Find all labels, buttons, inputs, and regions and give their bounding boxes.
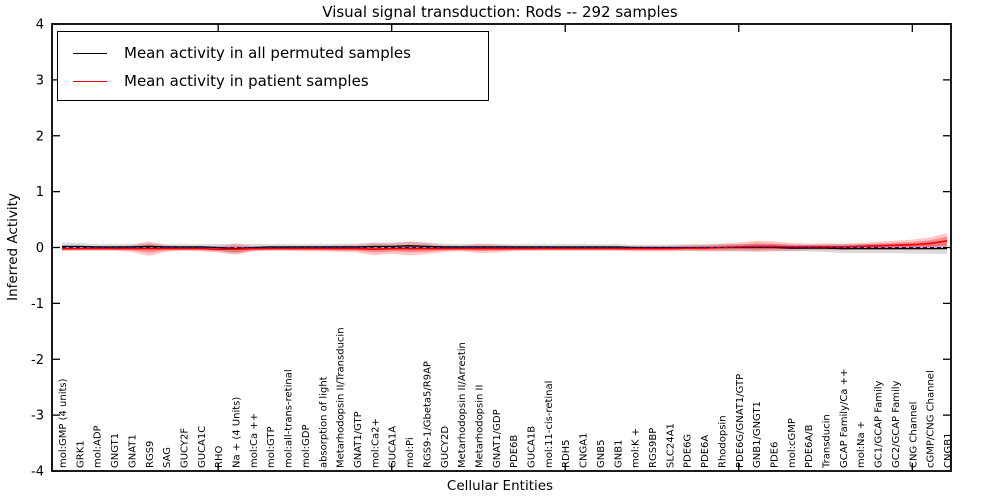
- x-category-label: SLC24A1: [665, 423, 676, 468]
- y-axis-label: Inferred Activity: [5, 193, 21, 301]
- x-category-label: mol:cGMP: [787, 418, 798, 468]
- x-category-label: mol:Ca2+: [370, 418, 381, 468]
- legend-label-patient: Mean activity in patient samples: [124, 72, 369, 90]
- x-category-label: GNAT1/GDP: [492, 409, 503, 468]
- x-category-label: PDE6G/GNAT1/GTP: [735, 374, 746, 468]
- y-tick-label: -1: [31, 297, 44, 312]
- x-category-label: GNB1: [613, 440, 624, 468]
- x-category-label: GNGT1: [110, 433, 121, 468]
- y-tick-label: 3: [36, 73, 44, 88]
- y-tick-label: -3: [31, 409, 44, 424]
- x-category-label: PDE6: [769, 442, 780, 468]
- x-category-label: RGS9BP: [648, 428, 659, 468]
- y-tick-label: 0: [36, 241, 44, 256]
- x-category-label: Metarhodopsin II/Transducin: [336, 327, 347, 468]
- x-category-label: mol:ADP: [93, 425, 104, 468]
- x-category-label: GNB5: [596, 440, 607, 468]
- x-category-label: mol:all-trans-retinal: [284, 369, 295, 468]
- x-category-label: mol:GDP: [301, 425, 312, 469]
- x-category-label: GNAT1/GTP: [353, 411, 364, 468]
- x-category-label: GC2/GCAP Family: [891, 380, 902, 468]
- x-category-label: RGS9: [145, 441, 156, 468]
- x-category-label: mol:K +: [631, 428, 642, 468]
- y-tick-label: -2: [31, 353, 44, 368]
- x-category-label: Metarhodopsin II/Arrestin: [457, 342, 468, 468]
- x-category-label: CNGB1: [943, 433, 954, 468]
- y-tick-label: -4: [31, 465, 44, 480]
- x-category-label: RDH5: [561, 439, 572, 468]
- legend-label-permuted: Mean activity in all permuted samples: [124, 44, 411, 62]
- x-category-label: mol:Ca ++: [249, 413, 260, 468]
- x-category-label: Metarhodopsin II: [474, 385, 485, 468]
- x-category-label: GUCY2D: [440, 426, 451, 468]
- patient-mean-line: [62, 240, 948, 250]
- x-category-label: GUCA1B: [527, 426, 538, 468]
- x-category-label: GUCA1C: [197, 426, 208, 468]
- x-category-label: mol:Na +: [856, 421, 867, 468]
- chart-title: Visual signal transduction: Rods -- 292 …: [322, 3, 678, 21]
- x-category-label: mol:Pi: [405, 437, 416, 468]
- x-category-label: RHO: [214, 446, 225, 468]
- x-axis-label: Cellular Entities: [446, 478, 554, 494]
- x-category-label: GNB1/GNGT1: [752, 401, 763, 468]
- legend-item-permuted: Mean activity in all permuted samples: [71, 39, 488, 67]
- x-category-label: PDE6B: [509, 435, 520, 468]
- x-category-label: absorption of light: [318, 376, 329, 468]
- x-category-label: GRK1: [75, 440, 86, 468]
- legend: Mean activity in all permuted samples Me…: [57, 31, 489, 101]
- y-tick-label: 1: [36, 185, 44, 200]
- legend-line-patient-icon: [73, 80, 107, 82]
- x-category-label: GUCA1A: [388, 426, 399, 468]
- legend-line-permuted-icon: [73, 52, 107, 54]
- x-category-label: GNAT1: [127, 434, 138, 468]
- y-tick-label: 2: [36, 129, 44, 144]
- x-category-label: CNG Channel: [908, 402, 919, 468]
- x-category-label: Transducin: [822, 414, 833, 469]
- x-category-label: PDE6A: [700, 435, 711, 468]
- x-category-label: mol:GMP (4 units): [58, 378, 69, 468]
- x-category-label: PDE6G: [683, 434, 694, 468]
- x-category-label: cGMP/CNG Channel: [926, 370, 937, 468]
- x-category-label: SAG: [162, 447, 173, 468]
- x-category-label: PDE6A/B: [804, 424, 815, 468]
- x-category-label: RGS9-1/Gbeta5/R9AP: [422, 361, 433, 468]
- x-category-label: mol:11-cis-retinal: [544, 381, 555, 468]
- x-category-label: Na + (4 Units): [232, 397, 243, 468]
- patient-band-outer: [62, 232, 947, 256]
- x-category-label: mol:GTP: [266, 426, 277, 468]
- x-category-label: CNGA1: [579, 433, 590, 468]
- legend-item-patient: Mean activity in patient samples: [71, 67, 488, 95]
- x-category-label: GCAP Family/Ca ++: [839, 369, 850, 468]
- x-category-label: Rhodopsin: [717, 415, 728, 468]
- y-tick-label: 4: [36, 18, 44, 33]
- x-category-label: GUCY2F: [179, 428, 190, 468]
- x-category-label: GC1/GCAP Family: [874, 380, 885, 468]
